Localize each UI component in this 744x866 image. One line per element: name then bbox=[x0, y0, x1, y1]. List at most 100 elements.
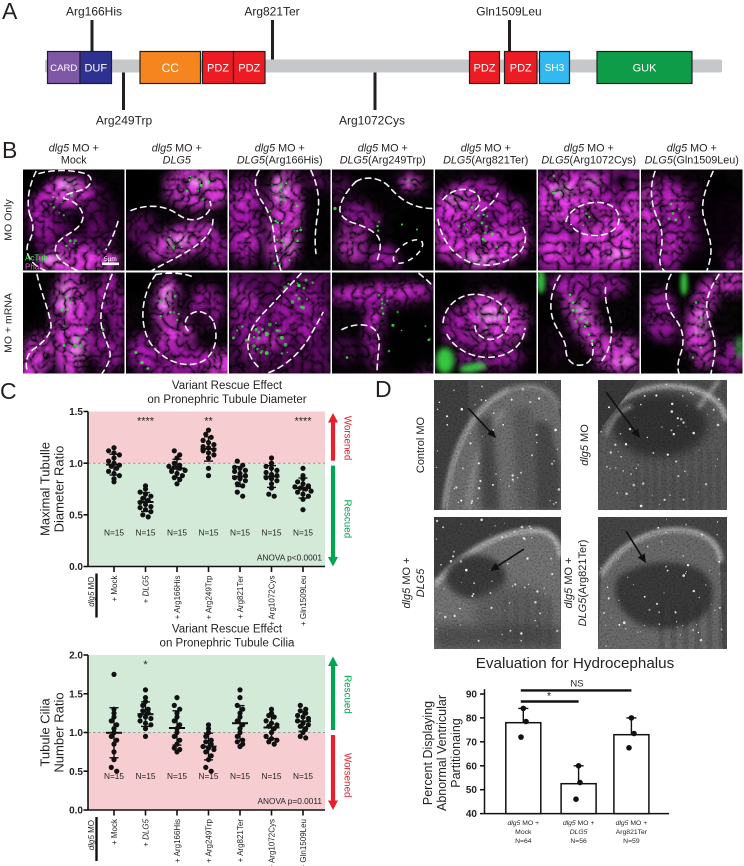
svg-text:50: 50 bbox=[466, 785, 478, 796]
svg-text:Arg821Ter: Arg821Ter bbox=[616, 829, 648, 836]
svg-text:****: **** bbox=[294, 416, 312, 428]
svg-text:C: C bbox=[0, 378, 17, 404]
svg-text:SH3: SH3 bbox=[545, 63, 565, 74]
svg-text:dlg5 MO +: dlg5 MO + bbox=[358, 143, 408, 155]
svg-text:****: **** bbox=[137, 416, 155, 428]
svg-text:MO Only: MO Only bbox=[3, 199, 15, 241]
svg-text:dlg5 MO: dlg5 MO bbox=[87, 577, 96, 607]
svg-text:Maximal Tubulle: Maximal Tubulle bbox=[38, 442, 53, 536]
svg-text:N=15: N=15 bbox=[293, 528, 313, 538]
svg-text:N=15: N=15 bbox=[104, 771, 124, 781]
svg-text:70: 70 bbox=[466, 737, 478, 748]
svg-text:dlg5 MO: dlg5 MO bbox=[579, 424, 591, 466]
svg-text:0.5: 0.5 bbox=[69, 767, 83, 778]
svg-text:1.0: 1.0 bbox=[69, 728, 83, 739]
svg-text:dlg5 MO +: dlg5 MO + bbox=[564, 143, 614, 155]
svg-text:N=64: N=64 bbox=[515, 838, 532, 845]
svg-text:on Pronephric Tubule Cilia: on Pronephric Tubule Cilia bbox=[160, 638, 295, 650]
svg-text:+ Mock: + Mock bbox=[110, 575, 119, 602]
svg-text:dlg5 MO +: dlg5 MO + bbox=[508, 820, 540, 827]
svg-text:DUF: DUF bbox=[84, 62, 107, 74]
svg-text:+ Arg166His: + Arg166His bbox=[173, 819, 182, 863]
svg-text:1.0: 1.0 bbox=[69, 459, 83, 470]
svg-text:1.5: 1.5 bbox=[69, 407, 83, 418]
svg-text:N=15: N=15 bbox=[167, 528, 187, 538]
svg-text:N=15: N=15 bbox=[135, 528, 155, 538]
svg-text:PDZ: PDZ bbox=[510, 62, 532, 74]
svg-text:+ Arg1072Cys: + Arg1072Cys bbox=[268, 576, 277, 626]
svg-text:N=59: N=59 bbox=[623, 838, 640, 845]
svg-text:MO + mRNA: MO + mRNA bbox=[3, 293, 15, 353]
svg-text:GUK: GUK bbox=[633, 62, 658, 74]
svg-text:60: 60 bbox=[466, 761, 478, 772]
svg-text:CARD: CARD bbox=[50, 63, 77, 74]
svg-text:+ Arg249Trp: + Arg249Trp bbox=[205, 575, 214, 620]
svg-text:Partitionaing: Partitionaing bbox=[449, 718, 463, 788]
svg-text:B: B bbox=[2, 137, 17, 163]
svg-text:Phall: Phall bbox=[25, 263, 43, 272]
svg-text:N=15: N=15 bbox=[293, 771, 313, 781]
svg-text:Arg249Trp: Arg249Trp bbox=[96, 114, 153, 128]
svg-text:AcTub: AcTub bbox=[25, 254, 48, 263]
svg-text:Mock: Mock bbox=[515, 829, 532, 836]
svg-text:Worsened: Worsened bbox=[342, 416, 353, 460]
svg-text:Gln1509Leu: Gln1509Leu bbox=[476, 5, 541, 19]
svg-text:N=15: N=15 bbox=[261, 528, 281, 538]
svg-text:N=15: N=15 bbox=[230, 528, 250, 538]
svg-text:dlg5 MO +: dlg5 MO + bbox=[667, 143, 717, 155]
svg-text:2.0: 2.0 bbox=[69, 651, 83, 662]
svg-text:dlg5 MO +: dlg5 MO + bbox=[49, 143, 99, 155]
svg-text:dlg5 MO: dlg5 MO bbox=[87, 820, 96, 850]
svg-text:DLG5(Arg166His): DLG5(Arg166His) bbox=[237, 155, 323, 167]
svg-text:0.0: 0.0 bbox=[69, 806, 83, 817]
svg-text:0.5: 0.5 bbox=[69, 511, 83, 522]
svg-text:1.5: 1.5 bbox=[69, 690, 83, 701]
svg-text:DLG5: DLG5 bbox=[570, 829, 588, 836]
svg-text:Arg166His: Arg166His bbox=[66, 5, 122, 19]
svg-text:PDZ: PDZ bbox=[207, 62, 229, 74]
svg-text:ANOVA p=0.0011: ANOVA p=0.0011 bbox=[258, 796, 323, 806]
svg-text:dlg5 MO +: dlg5 MO + bbox=[401, 557, 413, 608]
svg-text:dlg5 MO +: dlg5 MO + bbox=[563, 557, 575, 608]
svg-text:Rescued: Rescued bbox=[342, 499, 353, 538]
svg-text:DLG5(Gln1509Leu): DLG5(Gln1509Leu) bbox=[645, 155, 739, 167]
svg-text:N=15: N=15 bbox=[135, 771, 155, 781]
svg-text:N=15: N=15 bbox=[104, 528, 124, 538]
svg-text:0.0: 0.0 bbox=[69, 562, 83, 573]
svg-text:Variant Rescue Effect: Variant Rescue Effect bbox=[172, 380, 283, 392]
svg-text:PDZ: PDZ bbox=[238, 62, 260, 74]
svg-text:Variant Rescue Effect: Variant Rescue Effect bbox=[172, 624, 283, 636]
svg-text:dlg5 MO +: dlg5 MO + bbox=[255, 143, 305, 155]
svg-text:N=15: N=15 bbox=[198, 528, 218, 538]
svg-text:Number Ratio: Number Ratio bbox=[52, 692, 67, 772]
svg-text:40: 40 bbox=[466, 809, 478, 820]
svg-text:+ DLG5: + DLG5 bbox=[142, 575, 151, 603]
svg-text:+ Arg821Ter: + Arg821Ter bbox=[236, 575, 245, 619]
svg-text:N=15: N=15 bbox=[167, 771, 187, 781]
svg-text:DLG5(Arg249Trp): DLG5(Arg249Trp) bbox=[340, 155, 426, 167]
svg-text:+ Gln1509Leu: + Gln1509Leu bbox=[299, 819, 308, 866]
svg-text:Mock: Mock bbox=[61, 155, 87, 167]
svg-text:D: D bbox=[375, 376, 392, 402]
svg-text:Tubule Cilia: Tubule Cilia bbox=[38, 698, 53, 767]
svg-text:PDZ: PDZ bbox=[474, 62, 496, 74]
svg-text:DLG5(Arg821Ter): DLG5(Arg821Ter) bbox=[577, 540, 589, 627]
svg-text:90: 90 bbox=[466, 690, 478, 701]
svg-text:80: 80 bbox=[466, 713, 478, 724]
svg-text:dlg5 MO +: dlg5 MO + bbox=[152, 143, 202, 155]
svg-text:Diameter Ratio: Diameter Ratio bbox=[52, 446, 67, 533]
svg-text:+ Arg249Trp: + Arg249Trp bbox=[205, 818, 214, 863]
svg-text:+ Arg166His: + Arg166His bbox=[173, 576, 182, 620]
svg-text:dlg5 MO +: dlg5 MO + bbox=[563, 820, 595, 827]
svg-text:DLG5: DLG5 bbox=[163, 155, 192, 167]
svg-text:Abnormal Ventricular: Abnormal Ventricular bbox=[435, 695, 449, 811]
svg-text:NS: NS bbox=[570, 679, 583, 690]
svg-text:Worsened: Worsened bbox=[342, 753, 353, 797]
svg-text:N=15: N=15 bbox=[261, 771, 281, 781]
svg-text:5µm: 5µm bbox=[104, 256, 117, 263]
svg-text:DLG5(Arg821Ter): DLG5(Arg821Ter) bbox=[443, 155, 528, 167]
svg-text:+ Mock: + Mock bbox=[110, 818, 119, 845]
svg-text:N=56: N=56 bbox=[570, 838, 587, 845]
svg-text:dlg5 MO +: dlg5 MO + bbox=[616, 820, 648, 827]
svg-text:+ Gln1509Leu: + Gln1509Leu bbox=[299, 576, 308, 627]
